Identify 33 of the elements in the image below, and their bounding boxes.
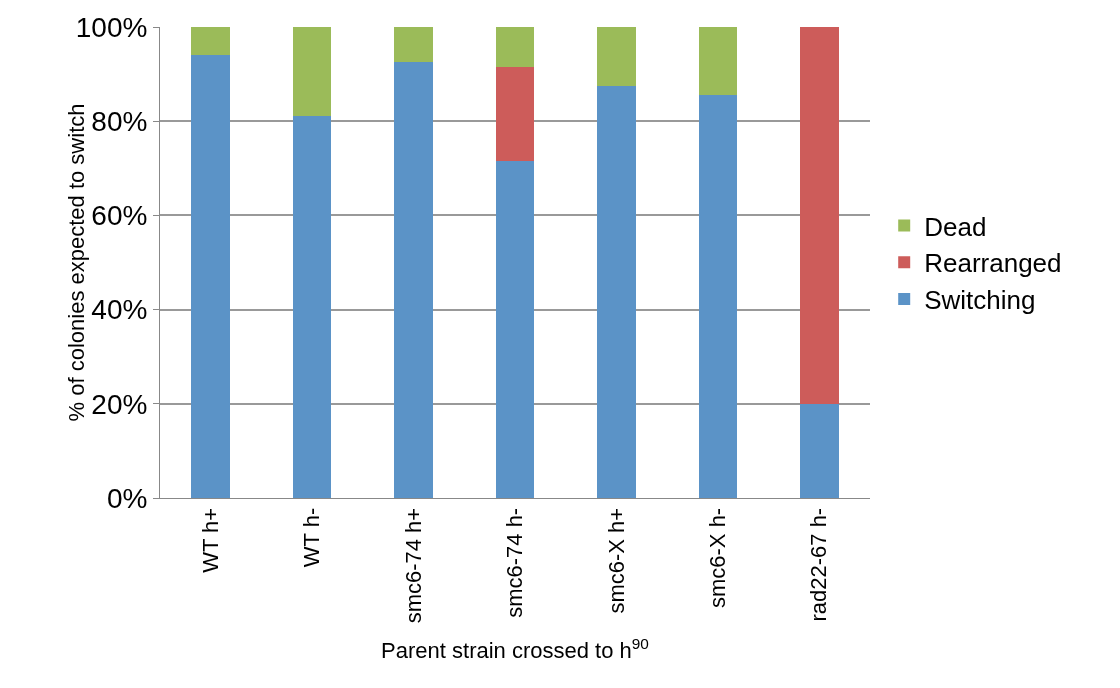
y-axis-title: % of colonies expected to switch xyxy=(64,103,90,422)
bar xyxy=(394,62,433,498)
x-tick-label: WT h- xyxy=(299,507,325,568)
bar xyxy=(394,27,433,63)
x-tick-label: rad22-67 h- xyxy=(806,507,832,622)
bar xyxy=(191,27,230,56)
bar xyxy=(292,116,332,498)
y-tick-label: 0% xyxy=(106,482,148,514)
x-tick-label: smc6-X h+ xyxy=(603,507,629,614)
x-tick-label: smc6-74 h+ xyxy=(400,507,426,624)
bar xyxy=(698,95,738,498)
y-tick-label: 60% xyxy=(91,200,148,232)
x-tick-label: WT h+ xyxy=(197,507,223,573)
bar xyxy=(495,161,535,498)
bar xyxy=(698,27,738,96)
y-tick-label: 100% xyxy=(75,11,148,43)
bar xyxy=(495,67,535,162)
bar xyxy=(800,403,839,498)
x-tick-label: smc6-X h- xyxy=(705,507,731,609)
y-tick-label: 20% xyxy=(91,388,148,420)
legend-label: Dead xyxy=(924,211,987,242)
y-tick-label: 80% xyxy=(91,106,148,137)
bar xyxy=(597,85,636,498)
bar xyxy=(597,27,636,86)
bar xyxy=(191,55,230,498)
bar xyxy=(292,27,332,117)
legend-label: Switching xyxy=(924,285,1036,316)
x-tick-label: smc6-74 h- xyxy=(502,507,528,618)
legend-label: Rearranged xyxy=(924,248,1062,279)
y-tick-label: 40% xyxy=(91,294,148,326)
bar xyxy=(800,27,839,404)
bar xyxy=(495,27,535,68)
x-axis-title: Parent strain crossed to h$^{90}$ xyxy=(381,635,649,664)
